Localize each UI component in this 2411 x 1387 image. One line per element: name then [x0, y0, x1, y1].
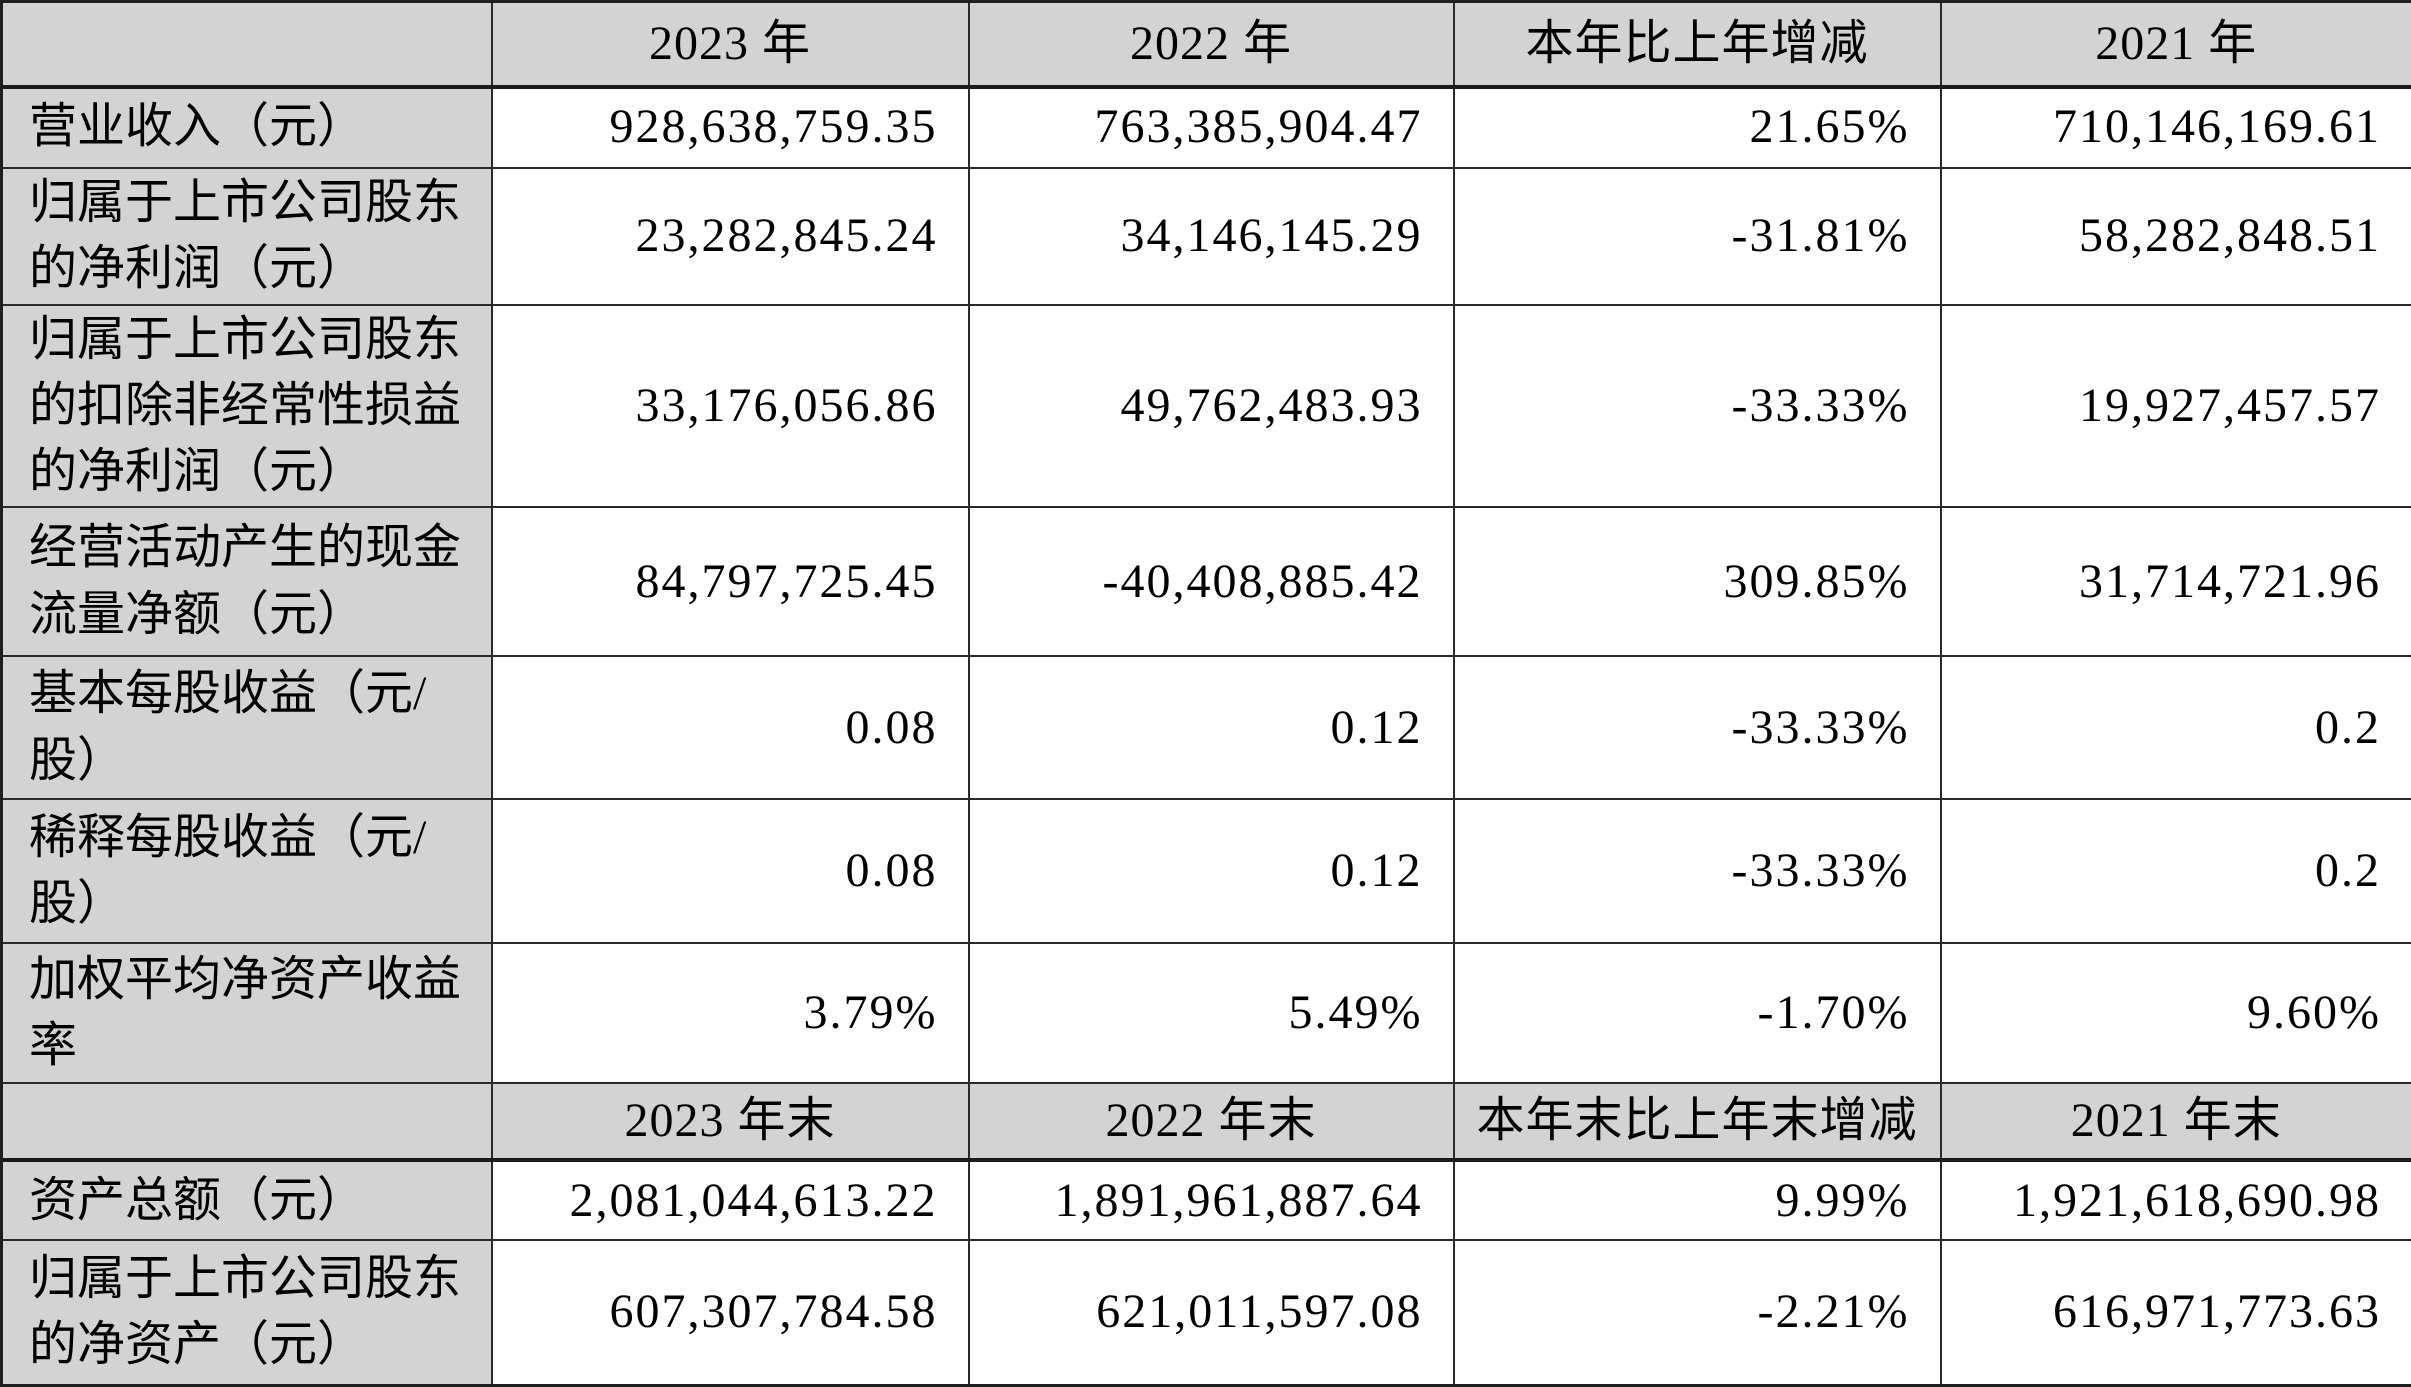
value-cell: 5.49% — [969, 943, 1454, 1083]
value-cell: -33.33% — [1454, 305, 1941, 508]
value-cell: -40,408,885.42 — [969, 507, 1454, 656]
annual-header-row: 2023 年 2022 年 本年比上年增减 2021 年 — [2, 2, 2411, 87]
value-cell: 0.08 — [492, 799, 969, 943]
value-cell: -33.33% — [1454, 799, 1941, 943]
label-cell: 资产总额（元） — [2, 1160, 492, 1240]
value-cell: 23,282,845.24 — [492, 168, 969, 305]
row-weighted-avg-roe: 加权平均净资产收益率 3.79% 5.49% -1.70% 9.60% — [2, 943, 2411, 1083]
value-cell: 616,971,773.63 — [1941, 1240, 2411, 1385]
label-cell: 加权平均净资产收益率 — [2, 943, 492, 1083]
label-cell: 基本每股收益（元/股） — [2, 656, 492, 799]
label-cell: 营业收入（元） — [2, 87, 492, 168]
row-operating-revenue: 营业收入（元） 928,638,759.35 763,385,904.47 21… — [2, 87, 2411, 168]
column-header-2021-end: 2021 年末 — [1941, 1083, 2411, 1160]
value-cell: -31.81% — [1454, 168, 1941, 305]
value-cell: 1,891,961,887.64 — [969, 1160, 1454, 1240]
value-cell: 21.65% — [1454, 87, 1941, 168]
value-cell: 607,307,784.58 — [492, 1240, 969, 1385]
label-cell: 归属于上市公司股东的扣除非经常性损益的净利润（元） — [2, 305, 492, 508]
value-cell: 19,927,457.57 — [1941, 305, 2411, 508]
value-cell: 763,385,904.47 — [969, 87, 1454, 168]
value-cell: 309.85% — [1454, 507, 1941, 656]
label-cell: 稀释每股收益（元/股） — [2, 799, 492, 943]
value-cell: 34,146,145.29 — [969, 168, 1454, 305]
column-header-2023: 2023 年 — [492, 2, 969, 87]
column-header-2021: 2021 年 — [1941, 2, 2411, 87]
value-cell: 84,797,725.45 — [492, 507, 969, 656]
value-cell: 928,638,759.35 — [492, 87, 969, 168]
row-net-assets: 归属于上市公司股东的净资产（元） 607,307,784.58 621,011,… — [2, 1240, 2411, 1385]
value-cell: 3.79% — [492, 943, 969, 1083]
value-cell: -33.33% — [1454, 656, 1941, 799]
value-cell: 1,921,618,690.98 — [1941, 1160, 2411, 1240]
column-header-2022-end: 2022 年末 — [969, 1083, 1454, 1160]
value-cell: 9.60% — [1941, 943, 2411, 1083]
value-cell: 49,762,483.93 — [969, 305, 1454, 508]
value-cell: 621,011,597.08 — [969, 1240, 1454, 1385]
value-cell: 58,282,848.51 — [1941, 168, 2411, 305]
row-operating-cash-flow: 经营活动产生的现金流量净额（元） 84,797,725.45 -40,408,8… — [2, 507, 2411, 656]
row-diluted-eps: 稀释每股收益（元/股） 0.08 0.12 -33.33% 0.2 — [2, 799, 2411, 943]
row-net-profit-excl-nonrecurring: 归属于上市公司股东的扣除非经常性损益的净利润（元） 33,176,056.86 … — [2, 305, 2411, 508]
column-header-yoy-change: 本年比上年增减 — [1454, 2, 1941, 87]
value-cell: 0.08 — [492, 656, 969, 799]
corner-cell — [2, 2, 492, 87]
value-cell: 0.2 — [1941, 656, 2411, 799]
column-header-2023-end: 2023 年末 — [492, 1083, 969, 1160]
row-basic-eps: 基本每股收益（元/股） 0.08 0.12 -33.33% 0.2 — [2, 656, 2411, 799]
corner-cell — [2, 1083, 492, 1160]
value-cell: 0.12 — [969, 656, 1454, 799]
row-total-assets: 资产总额（元） 2,081,044,613.22 1,891,961,887.6… — [2, 1160, 2411, 1240]
value-cell: -1.70% — [1454, 943, 1941, 1083]
value-cell: -2.21% — [1454, 1240, 1941, 1385]
label-cell: 归属于上市公司股东的净资产（元） — [2, 1240, 492, 1385]
label-cell: 经营活动产生的现金流量净额（元） — [2, 507, 492, 656]
row-net-profit: 归属于上市公司股东的净利润（元） 23,282,845.24 34,146,14… — [2, 168, 2411, 305]
value-cell: 2,081,044,613.22 — [492, 1160, 969, 1240]
value-cell: 0.12 — [969, 799, 1454, 943]
value-cell: 0.2 — [1941, 799, 2411, 943]
value-cell: 710,146,169.61 — [1941, 87, 2411, 168]
column-header-yoy-end-change: 本年末比上年末增减 — [1454, 1083, 1941, 1160]
value-cell: 33,176,056.86 — [492, 305, 969, 508]
value-cell: 31,714,721.96 — [1941, 507, 2411, 656]
year-end-header-row: 2023 年末 2022 年末 本年末比上年末增减 2021 年末 — [2, 1083, 2411, 1160]
column-header-2022: 2022 年 — [969, 2, 1454, 87]
label-cell: 归属于上市公司股东的净利润（元） — [2, 168, 492, 305]
value-cell: 9.99% — [1454, 1160, 1941, 1240]
